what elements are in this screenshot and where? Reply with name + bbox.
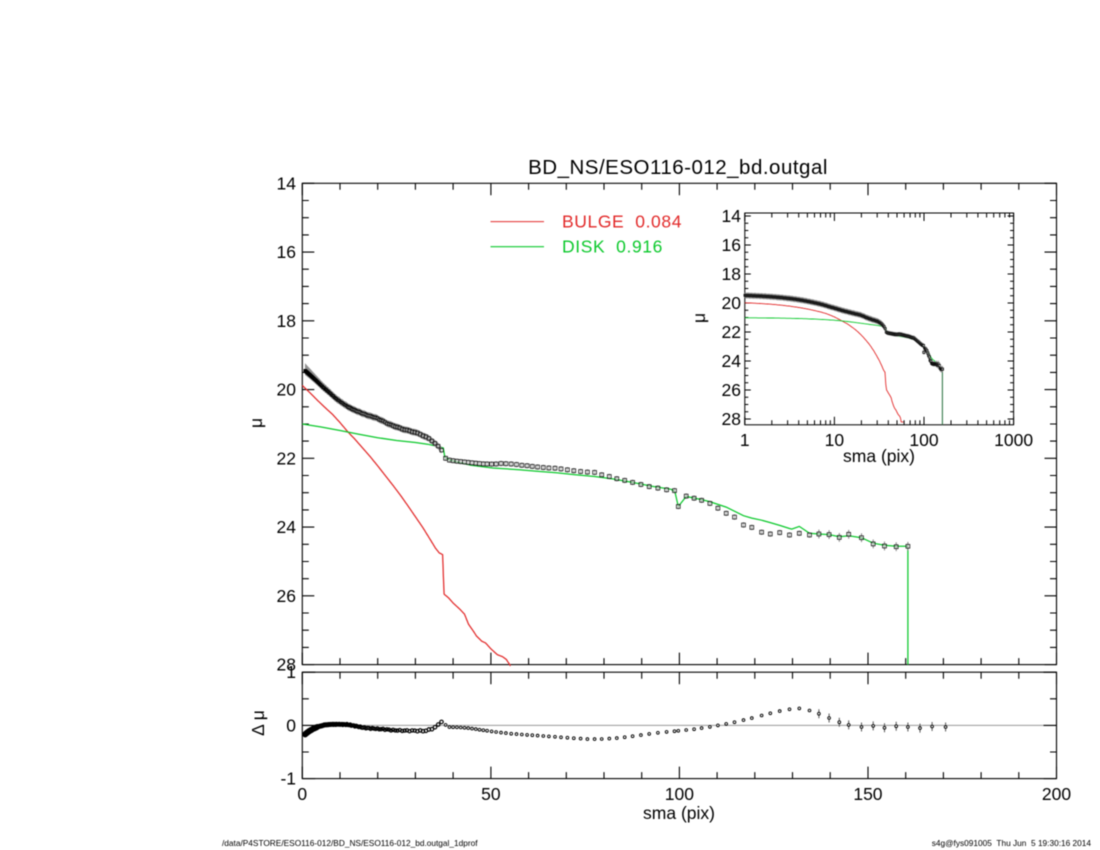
svg-text:BD_NS/ESO116-012_bd.outgal: BD_NS/ESO116-012_bd.outgal bbox=[528, 156, 828, 179]
svg-text:BULGE 0.084: BULGE 0.084 bbox=[562, 212, 682, 232]
svg-text:150: 150 bbox=[853, 784, 882, 804]
svg-text:28: 28 bbox=[722, 409, 741, 429]
svg-text:18: 18 bbox=[722, 264, 741, 284]
svg-text:0: 0 bbox=[286, 715, 296, 735]
svg-text:14: 14 bbox=[722, 206, 742, 226]
svg-text:s4g@fys091005 Thu Jun 5 19:3: s4g@fys091005 Thu Jun 5 19:30:16 2014 bbox=[932, 838, 1092, 848]
svg-text:24: 24 bbox=[277, 517, 297, 537]
svg-text:Δ μ: Δ μ bbox=[248, 710, 268, 736]
svg-text:sma (pix): sma (pix) bbox=[643, 803, 715, 823]
svg-text:18: 18 bbox=[277, 311, 296, 331]
svg-text:μ: μ bbox=[246, 418, 266, 428]
svg-text:-1: -1 bbox=[280, 769, 296, 789]
svg-text:1: 1 bbox=[740, 430, 750, 450]
svg-text:22: 22 bbox=[722, 322, 741, 342]
svg-text:24: 24 bbox=[722, 351, 742, 371]
svg-text:100: 100 bbox=[665, 784, 694, 804]
svg-text:50: 50 bbox=[481, 784, 501, 804]
svg-text:28: 28 bbox=[277, 655, 296, 675]
svg-text:16: 16 bbox=[277, 242, 296, 262]
svg-text:DISK 0.916: DISK 0.916 bbox=[562, 237, 663, 257]
svg-text:20: 20 bbox=[277, 380, 297, 400]
svg-text:200: 200 bbox=[1042, 784, 1071, 804]
svg-text:16: 16 bbox=[722, 235, 741, 255]
svg-text:26: 26 bbox=[277, 586, 296, 606]
svg-text:0: 0 bbox=[297, 784, 307, 804]
svg-text:μ: μ bbox=[689, 313, 709, 323]
svg-text:100: 100 bbox=[909, 430, 938, 450]
svg-text:14: 14 bbox=[277, 173, 297, 193]
svg-text:1: 1 bbox=[286, 662, 296, 682]
svg-text:10: 10 bbox=[825, 430, 845, 450]
svg-text:/data/P4STORE/ESO116-012/BD_NS: /data/P4STORE/ESO116-012/BD_NS/ESO116-01… bbox=[222, 838, 478, 848]
svg-text:sma (pix): sma (pix) bbox=[843, 446, 915, 466]
svg-text:1000: 1000 bbox=[994, 430, 1033, 450]
svg-text:22: 22 bbox=[277, 448, 296, 468]
svg-text:20: 20 bbox=[722, 293, 742, 313]
svg-text:26: 26 bbox=[722, 380, 741, 400]
